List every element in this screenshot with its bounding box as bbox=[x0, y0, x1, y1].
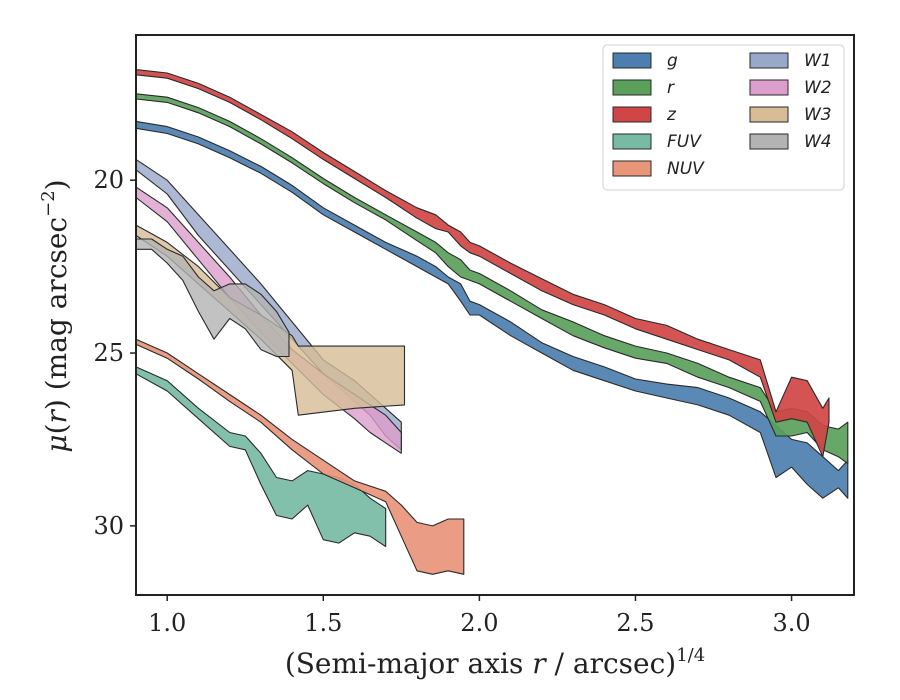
legend-label-nuv: NUV bbox=[667, 159, 705, 179]
legend-swatch-nuv bbox=[612, 160, 652, 177]
tick-layer: 1.0 1.5 2.0 2.5 3.0 20 25 30 bbox=[93, 166, 810, 637]
band-r bbox=[135, 93, 849, 465]
band-z bbox=[135, 69, 830, 458]
legend-swatch-g bbox=[612, 52, 652, 69]
legend-swatch-w2 bbox=[749, 79, 789, 96]
band-nuv bbox=[135, 338, 465, 575]
legend-label-z: z bbox=[666, 105, 677, 125]
y-tick-label: 25 bbox=[93, 339, 124, 367]
legend-swatch-w1 bbox=[749, 52, 789, 69]
legend-label-w3: W3 bbox=[804, 105, 832, 125]
x-tick-label: 2.5 bbox=[616, 609, 654, 637]
band-fuv bbox=[135, 366, 387, 548]
x-axis-title: (Semi-major axis r / arcsec)1/4 bbox=[285, 645, 705, 680]
band-layer bbox=[135, 69, 849, 575]
x-tick-label: 2.0 bbox=[460, 609, 498, 637]
legend-swatch-fuv bbox=[612, 133, 652, 150]
legend-label-fuv: FUV bbox=[667, 132, 702, 152]
x-tick-label: 1.5 bbox=[304, 609, 342, 637]
legend-label-w4: W4 bbox=[804, 132, 832, 152]
legend: grz FUV NUV W1 W2 W3 W4 bbox=[602, 44, 845, 191]
y-tick-label: 30 bbox=[93, 512, 124, 540]
legend-label-w2: W2 bbox=[804, 78, 832, 98]
legend-swatch-r bbox=[612, 79, 652, 96]
x-tick-label: 3.0 bbox=[772, 609, 810, 637]
band-g bbox=[135, 120, 849, 499]
y-axis-title: μ(r) (mag arcsec−2) bbox=[38, 179, 73, 452]
legend-label-w1: W1 bbox=[804, 51, 832, 71]
x-tick-label: 1.0 bbox=[148, 609, 186, 637]
legend-swatch-w4 bbox=[749, 133, 789, 150]
legend-swatch-z bbox=[612, 106, 652, 123]
legend-swatch-w3 bbox=[749, 106, 789, 123]
band-w4 bbox=[135, 238, 290, 358]
plot-frame bbox=[135, 34, 855, 596]
y-tick-label: 20 bbox=[93, 166, 124, 194]
legend-label-r: r bbox=[667, 78, 675, 98]
legend-label-g: g bbox=[667, 51, 678, 71]
